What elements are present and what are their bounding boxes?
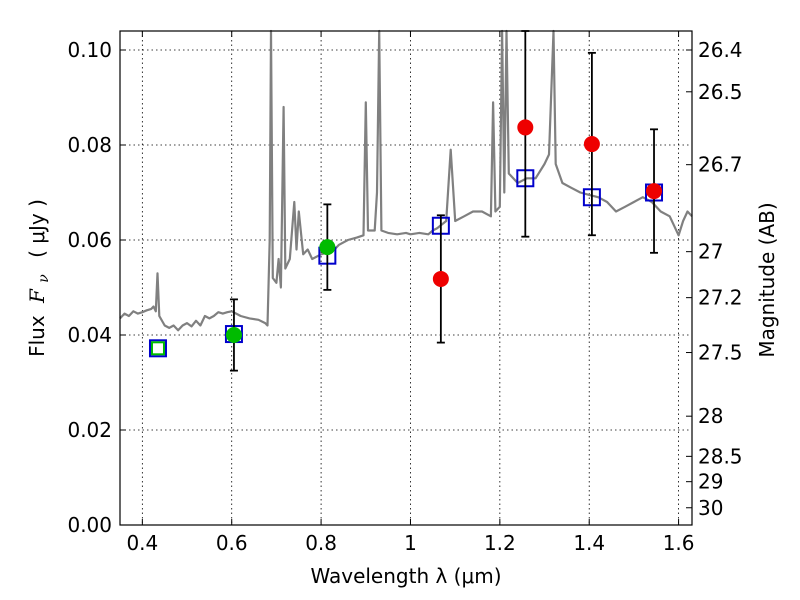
spectrum-group — [119, 29, 693, 332]
spectrum-line — [119, 29, 693, 332]
x-tick-label: 0.4 — [126, 531, 158, 555]
observed-point-marker — [517, 119, 534, 136]
y-tick-label: 0.04 — [67, 323, 112, 347]
observed-point-marker — [432, 270, 449, 287]
y-axis-label-units: ( μJy ) — [25, 199, 49, 258]
mag-tick-label: 27.2 — [698, 286, 743, 310]
y-tick-label: 0.00 — [67, 513, 112, 537]
x-tick-label: 1 — [404, 531, 417, 555]
x-tick-label: 1.6 — [663, 531, 695, 555]
mag-tick-label: 27.5 — [698, 341, 743, 365]
x-axis-label: Wavelength λ (μm) — [310, 564, 501, 588]
mag-tick-label: 26.4 — [698, 38, 743, 62]
mag-tick-label: 28.5 — [698, 444, 743, 468]
y-tick-label: 0.10 — [67, 38, 112, 62]
plot-frame — [119, 30, 693, 526]
x-tick-label: 1.2 — [484, 531, 516, 555]
ticks-group: 0.4 0.6 0.8 1 1.2 1.4 1.6 0.00 0.02 0.04 0.06 0.08 0… — [67, 31, 743, 555]
x-tick-label: 1.4 — [573, 531, 605, 555]
observed-point-marker — [150, 341, 165, 356]
mag-tick-label: 28 — [698, 404, 723, 428]
x-tick-label: 0.8 — [305, 531, 337, 555]
mag-tick-label: 29 — [698, 470, 723, 494]
y-axis-label: Flux F ν ( μJy ) — [25, 199, 53, 357]
y-axis-label-text: Flux — [25, 309, 49, 357]
points-group — [148, 30, 664, 372]
y2-axis-label: Magnitude (AB) — [755, 202, 779, 357]
mag-tick-label: 26.5 — [698, 80, 743, 104]
y-tick-label: 0.02 — [67, 418, 112, 442]
observed-point-marker — [225, 327, 242, 343]
mag-tick-label: 30 — [698, 496, 723, 520]
y-axis-label-symbol: F — [25, 288, 49, 304]
model-box-marker — [148, 339, 167, 358]
x-tick-label: 0.6 — [216, 531, 248, 555]
y-tick-label: 0.08 — [67, 133, 112, 157]
y-tick-label: 0.06 — [67, 228, 112, 252]
grid-group — [120, 31, 692, 526]
observed-point-marker — [319, 239, 336, 256]
observed-point-marker — [646, 183, 663, 200]
mag-tick-label: 26.7 — [698, 153, 743, 177]
mag-tick-label: 27 — [698, 240, 723, 264]
y-axis-label-subscript: ν — [36, 274, 52, 283]
observed-point-marker — [583, 136, 600, 153]
